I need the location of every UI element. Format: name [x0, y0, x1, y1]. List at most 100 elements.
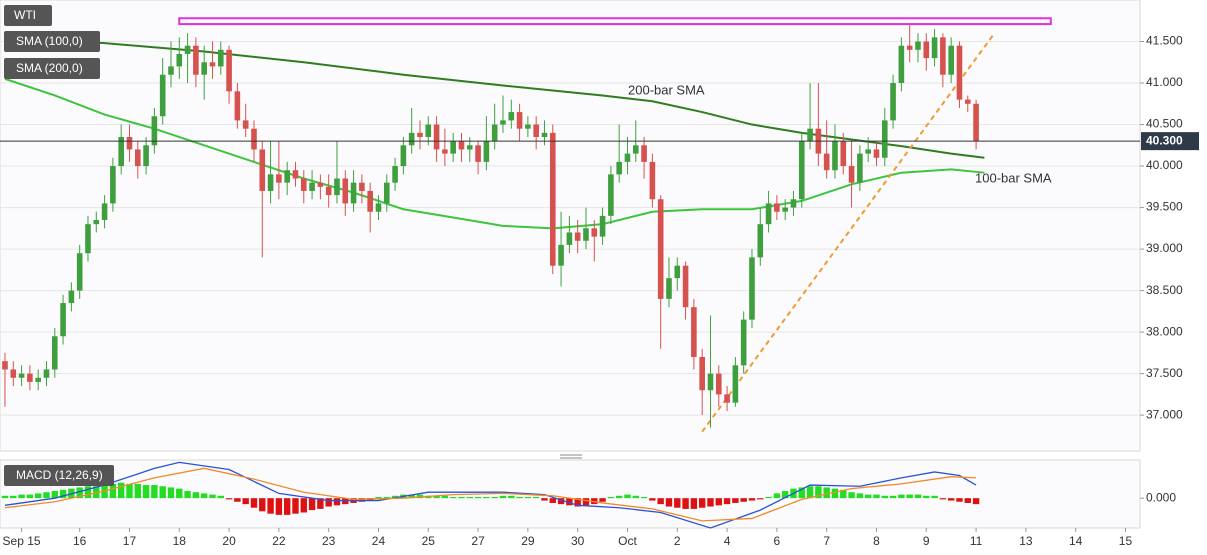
candle-body — [890, 83, 896, 121]
candle-body — [51, 336, 58, 370]
histogram-bar — [781, 491, 789, 499]
candle-body — [632, 145, 639, 154]
candle-body — [832, 141, 838, 171]
candle-body — [27, 373, 33, 382]
candle-body — [491, 124, 498, 142]
candle-body — [757, 224, 764, 258]
histogram-bar — [732, 498, 739, 503]
candle-body — [873, 149, 880, 158]
last-price-box — [1141, 132, 1199, 151]
x-tick-label: Sep 15 — [3, 534, 41, 548]
histogram-bar — [773, 493, 781, 499]
x-tick-label: Oct — [618, 534, 637, 548]
candle-body — [234, 91, 241, 121]
candle-body — [549, 132, 556, 266]
histogram-bar — [715, 498, 722, 506]
y-tick-label: 39.000 — [1146, 241, 1183, 255]
histogram-bar — [923, 495, 930, 499]
histogram-bar — [159, 486, 166, 499]
x-tick-label: 20 — [222, 534, 236, 548]
histogram-bar — [707, 498, 714, 507]
histogram-bar — [483, 496, 490, 499]
histogram-bar — [167, 487, 175, 499]
histogram-bar — [176, 488, 183, 499]
candle-body — [267, 174, 274, 191]
candle-body — [151, 116, 158, 146]
candle-body — [93, 220, 100, 225]
x-tick-label: 15 — [1119, 534, 1133, 548]
x-tick-label: 13 — [1019, 534, 1033, 548]
histogram-bar — [740, 498, 747, 502]
candle-body — [317, 182, 324, 187]
candle-body — [168, 66, 174, 75]
candle-body — [915, 41, 921, 50]
candle-body — [458, 141, 465, 150]
legend-entry: SMA (200,0) — [16, 61, 83, 75]
histogram-bar — [582, 498, 590, 506]
histogram-bar — [408, 494, 415, 499]
histogram-bar — [449, 496, 457, 499]
histogram-bar — [599, 498, 606, 502]
x-tick-label: 7 — [823, 534, 830, 548]
histogram-bar — [333, 498, 341, 506]
y-tick-label: 40.000 — [1146, 158, 1183, 172]
histogram-bar — [126, 483, 133, 499]
histogram-bar — [574, 498, 581, 507]
histogram-bar — [383, 496, 390, 499]
histogram-bar — [549, 498, 556, 503]
macd-line — [4, 467, 977, 522]
x-tick-label: 18 — [173, 534, 187, 548]
candle-body — [10, 369, 17, 378]
candle-body — [790, 199, 797, 208]
candle-body — [616, 161, 622, 175]
legend-box — [4, 31, 100, 52]
histogram-bar — [26, 494, 34, 499]
candle-body — [931, 37, 938, 59]
histogram-bar — [873, 494, 880, 499]
histogram-bar — [881, 495, 888, 499]
x-tick-label: 24 — [372, 534, 386, 548]
x-tick-label: 2 — [674, 534, 681, 548]
histogram-bar — [234, 498, 241, 502]
histogram-bar — [117, 482, 125, 499]
histogram-bar — [458, 496, 465, 499]
candle-body — [242, 120, 249, 129]
y-tick-label: 41.500 — [1146, 34, 1183, 48]
histogram-bar — [151, 485, 158, 499]
x-tick-label: 11 — [970, 534, 983, 548]
candle-body — [807, 128, 813, 142]
candle-body — [973, 103, 979, 142]
candle-body — [76, 253, 83, 291]
candle-body — [649, 161, 656, 200]
candle-body — [715, 373, 722, 395]
candle-body — [865, 149, 871, 154]
y-tick-label: 41.000 — [1146, 75, 1183, 89]
histogram-bar — [665, 498, 673, 507]
histogram-bar — [491, 496, 498, 499]
candle-body — [691, 307, 697, 358]
candle-body — [400, 145, 407, 167]
candle-body — [159, 74, 166, 117]
candle-body — [566, 232, 573, 245]
legend-box — [4, 465, 114, 486]
histogram-bar — [864, 494, 872, 499]
candle-body — [126, 136, 133, 150]
legend: WTI SMA (100,0) SMA (200,0) MACD (12,26,… — [4, 5, 114, 486]
histogram-bar — [325, 498, 332, 507]
histogram-bar — [649, 498, 656, 501]
histogram-bar — [906, 494, 913, 499]
histogram-bar — [209, 494, 216, 499]
histogram-bar — [931, 495, 938, 499]
candle-body — [217, 49, 224, 67]
histogram-bar — [466, 496, 473, 499]
candle-body — [193, 45, 199, 75]
candle-body — [641, 145, 647, 162]
histogram-bar — [947, 498, 955, 501]
x-tick-label: 9 — [923, 534, 930, 548]
candle-body — [375, 203, 382, 212]
candle-body — [674, 265, 681, 279]
price-pane — [0, 0, 1141, 452]
histogram-bar — [898, 494, 905, 499]
histogram-bar — [964, 498, 971, 503]
candle-body — [60, 303, 66, 337]
